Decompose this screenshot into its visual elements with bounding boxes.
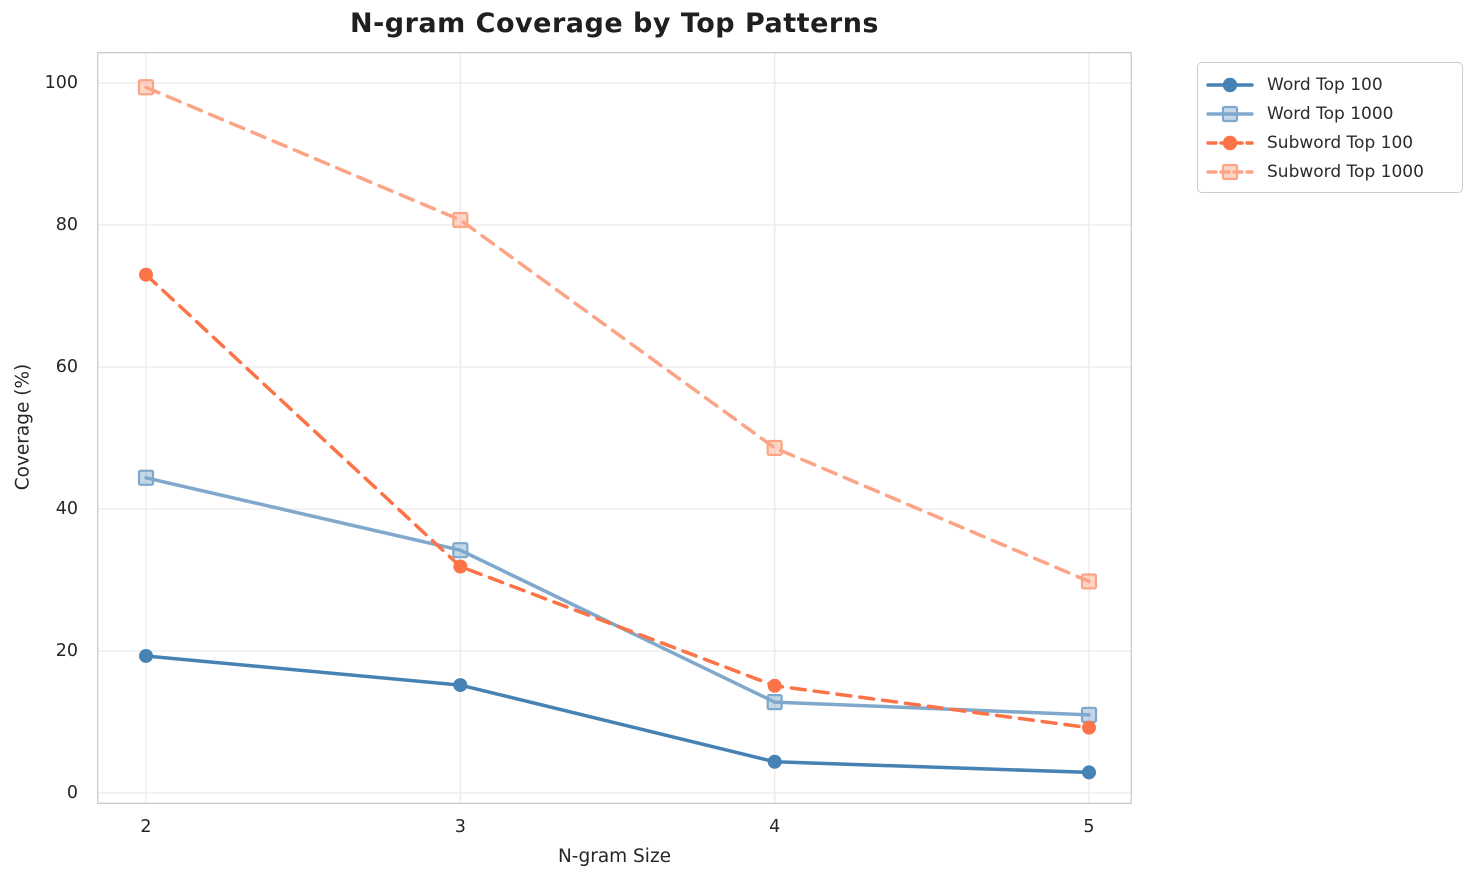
y-tick-label: 100 bbox=[44, 73, 78, 93]
legend-swatch-dashed-circle bbox=[1206, 135, 1254, 150]
x-tick-label: 3 bbox=[454, 817, 466, 837]
legend-swatch-solid-circle bbox=[1206, 77, 1254, 92]
y-tick-label: 20 bbox=[55, 641, 78, 661]
legend-item: Word Top 1000 bbox=[1206, 99, 1456, 128]
data-point-circle bbox=[139, 267, 153, 282]
x-tick-label: 5 bbox=[1083, 817, 1095, 837]
chart-title: N-gram Coverage by Top Patterns bbox=[349, 8, 879, 39]
series-line-0 bbox=[144, 654, 1091, 775]
legend: Word Top 100 Word Top 1000 Subword Top 100… bbox=[1197, 62, 1463, 193]
data-point-circle bbox=[139, 648, 153, 663]
data-point-square bbox=[137, 469, 155, 486]
legend-item-label: Subword Top 1000 bbox=[1267, 161, 1424, 182]
data-point-circle bbox=[453, 559, 468, 574]
data-point-square bbox=[1080, 573, 1098, 590]
data-point-square bbox=[766, 694, 783, 711]
data-point-square bbox=[452, 542, 469, 559]
series-line-3 bbox=[144, 85, 1091, 584]
y-tick-label: 40 bbox=[55, 499, 78, 519]
legend-swatch-dashed-square bbox=[1206, 163, 1254, 180]
y-axis-label: Coverage (%) bbox=[12, 363, 34, 491]
legend-item-label: Word Top 1000 bbox=[1267, 103, 1394, 124]
data-point-circle bbox=[1081, 765, 1096, 780]
data-point-circle bbox=[1081, 720, 1096, 735]
legend-item-label: Subword Top 100 bbox=[1267, 132, 1414, 153]
data-point-circle bbox=[767, 754, 782, 769]
legend-item-label: Word Top 100 bbox=[1267, 74, 1383, 95]
y-tick-label: 60 bbox=[55, 357, 78, 377]
legend-item: Word Top 100 bbox=[1206, 70, 1456, 99]
chart-canvas bbox=[96, 51, 1132, 804]
data-point-square bbox=[452, 211, 469, 229]
data-point-square bbox=[137, 79, 155, 96]
series-line-2 bbox=[144, 272, 1091, 730]
data-point-square bbox=[1080, 706, 1098, 724]
legend-item: Subword Top 100 bbox=[1206, 128, 1456, 157]
y-tick-label: 0 bbox=[66, 783, 78, 803]
legend-item: Subword Top 1000 bbox=[1206, 157, 1456, 186]
x-tick-label: 2 bbox=[140, 817, 152, 837]
y-tick-label: 80 bbox=[55, 215, 78, 235]
x-tick-label: 4 bbox=[769, 817, 781, 837]
data-point-circle bbox=[453, 678, 468, 693]
x-axis-label: N-gram Size bbox=[557, 846, 672, 867]
data-point-square bbox=[766, 439, 783, 457]
plot-area bbox=[96, 51, 1132, 804]
data-point-circle bbox=[767, 678, 782, 693]
series-line-1 bbox=[144, 476, 1091, 717]
plot-frame bbox=[96, 51, 1132, 804]
legend-swatch-solid-square bbox=[1206, 105, 1254, 122]
